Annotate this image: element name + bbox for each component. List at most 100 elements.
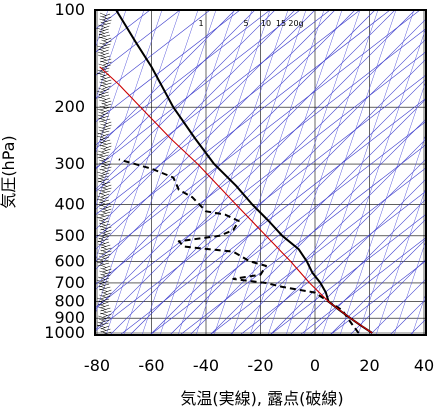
y-tick-label: 600 [54,251,85,270]
wind-barb [98,117,107,121]
adiabat-line [95,51,426,309]
mixing-ratio-line [213,10,325,335]
adiabat-line [119,97,426,335]
wind-barb [97,69,105,73]
wind-barb [97,195,105,199]
mixing-ratio-line [95,10,127,103]
wind-barb [99,118,111,123]
adiabat-line [95,10,361,216]
adiabat-line [95,10,421,262]
wind-barb [101,19,112,24]
wind-barb [101,247,112,252]
wind-barb [101,291,108,295]
isotherm-line [95,10,316,231]
parcel-line [99,66,373,334]
profile-lines [99,10,373,334]
wind-barb [99,36,108,40]
mixing-ratio-line [95,10,145,156]
x-tick-labels: -80 -60 -40 -20 0 20 40 [84,356,434,375]
wind-barb [98,315,107,319]
mixing-ratio-line [95,10,163,209]
wind-barb [100,264,107,268]
wind-barb [100,15,108,19]
mixing-ratio-line [231,10,343,335]
wind-barb [99,162,108,166]
wind-barb [100,141,108,145]
wind-barb [98,319,110,324]
wind-barb [99,81,108,85]
skew-guide-lines [95,10,426,335]
wind-barb [97,132,105,136]
wind-barb [99,285,107,289]
wind-barb [98,259,109,264]
wind-barb [100,127,111,132]
mixing-ratio-line [393,239,426,335]
isotherm-line [249,158,426,335]
x-tick-label: -20 [247,356,273,375]
x-tick-label: -60 [138,356,164,375]
wind-barb [101,79,112,84]
wind-barb [96,261,106,265]
wind-barb [100,21,107,25]
wind-barb [99,22,111,27]
wind-barb [99,294,107,298]
wind-barb [98,130,110,135]
x-axis-label: 気温(実線), 露点(破線) [180,389,343,408]
mixing-ratio-line [141,10,253,335]
isotherm-line [95,10,356,271]
isotherm-line [129,38,426,335]
adiabat-line [95,10,391,239]
mixing-ratio-line [159,10,271,335]
wind-barb [96,216,105,220]
adiabat-line [149,121,426,335]
wind-barb [99,75,107,79]
wind-barb [98,199,110,204]
wind-barb [98,93,105,97]
adiabat-line [95,10,271,146]
mixing-ratio-line [303,10,415,335]
wind-barb [101,309,108,313]
wind-barb [97,45,106,49]
isotherm-line [329,238,426,335]
wind-barb [97,262,110,267]
isotherm-line [95,10,276,191]
wind-barb [99,105,107,109]
isotherm-line [95,10,376,291]
wind-barb [98,300,105,304]
wind-barb [100,166,112,171]
wind-barb [100,211,111,216]
wind-barbs [96,12,112,336]
wind-barb [100,138,107,142]
wind-barb [100,142,112,147]
isotherm-line [109,18,426,335]
y-tick-label: 1000 [44,323,85,342]
wind-barb [98,48,105,52]
wind-barb [97,303,106,307]
isotherm-line [369,278,426,335]
wind-barb [97,234,106,238]
isotherm-line [149,58,426,335]
wind-barb [96,153,105,157]
wind-barb [100,223,111,228]
mixing-ratio-line [375,186,426,335]
wind-barb [98,243,107,247]
wind-barb [98,214,110,219]
wind-barb [99,159,107,163]
wind-barb [97,94,109,99]
wind-barb [99,144,108,148]
wind-barb [99,288,108,292]
mixing-ratio-line [357,133,426,335]
y-tick-label: 800 [54,292,85,311]
wind-barb [96,279,105,283]
mixing-ratio-line [321,26,426,335]
wind-barb [100,43,111,48]
wind-barb [101,102,108,106]
mixing-ratio-label: 20g [288,19,303,28]
adiabat-line [95,10,241,123]
wind-barb [99,99,108,103]
wind-barb [100,123,108,127]
wind-barb [98,24,106,28]
mixing-ratio-line [105,10,217,335]
y-tick-label: 100 [54,0,85,19]
